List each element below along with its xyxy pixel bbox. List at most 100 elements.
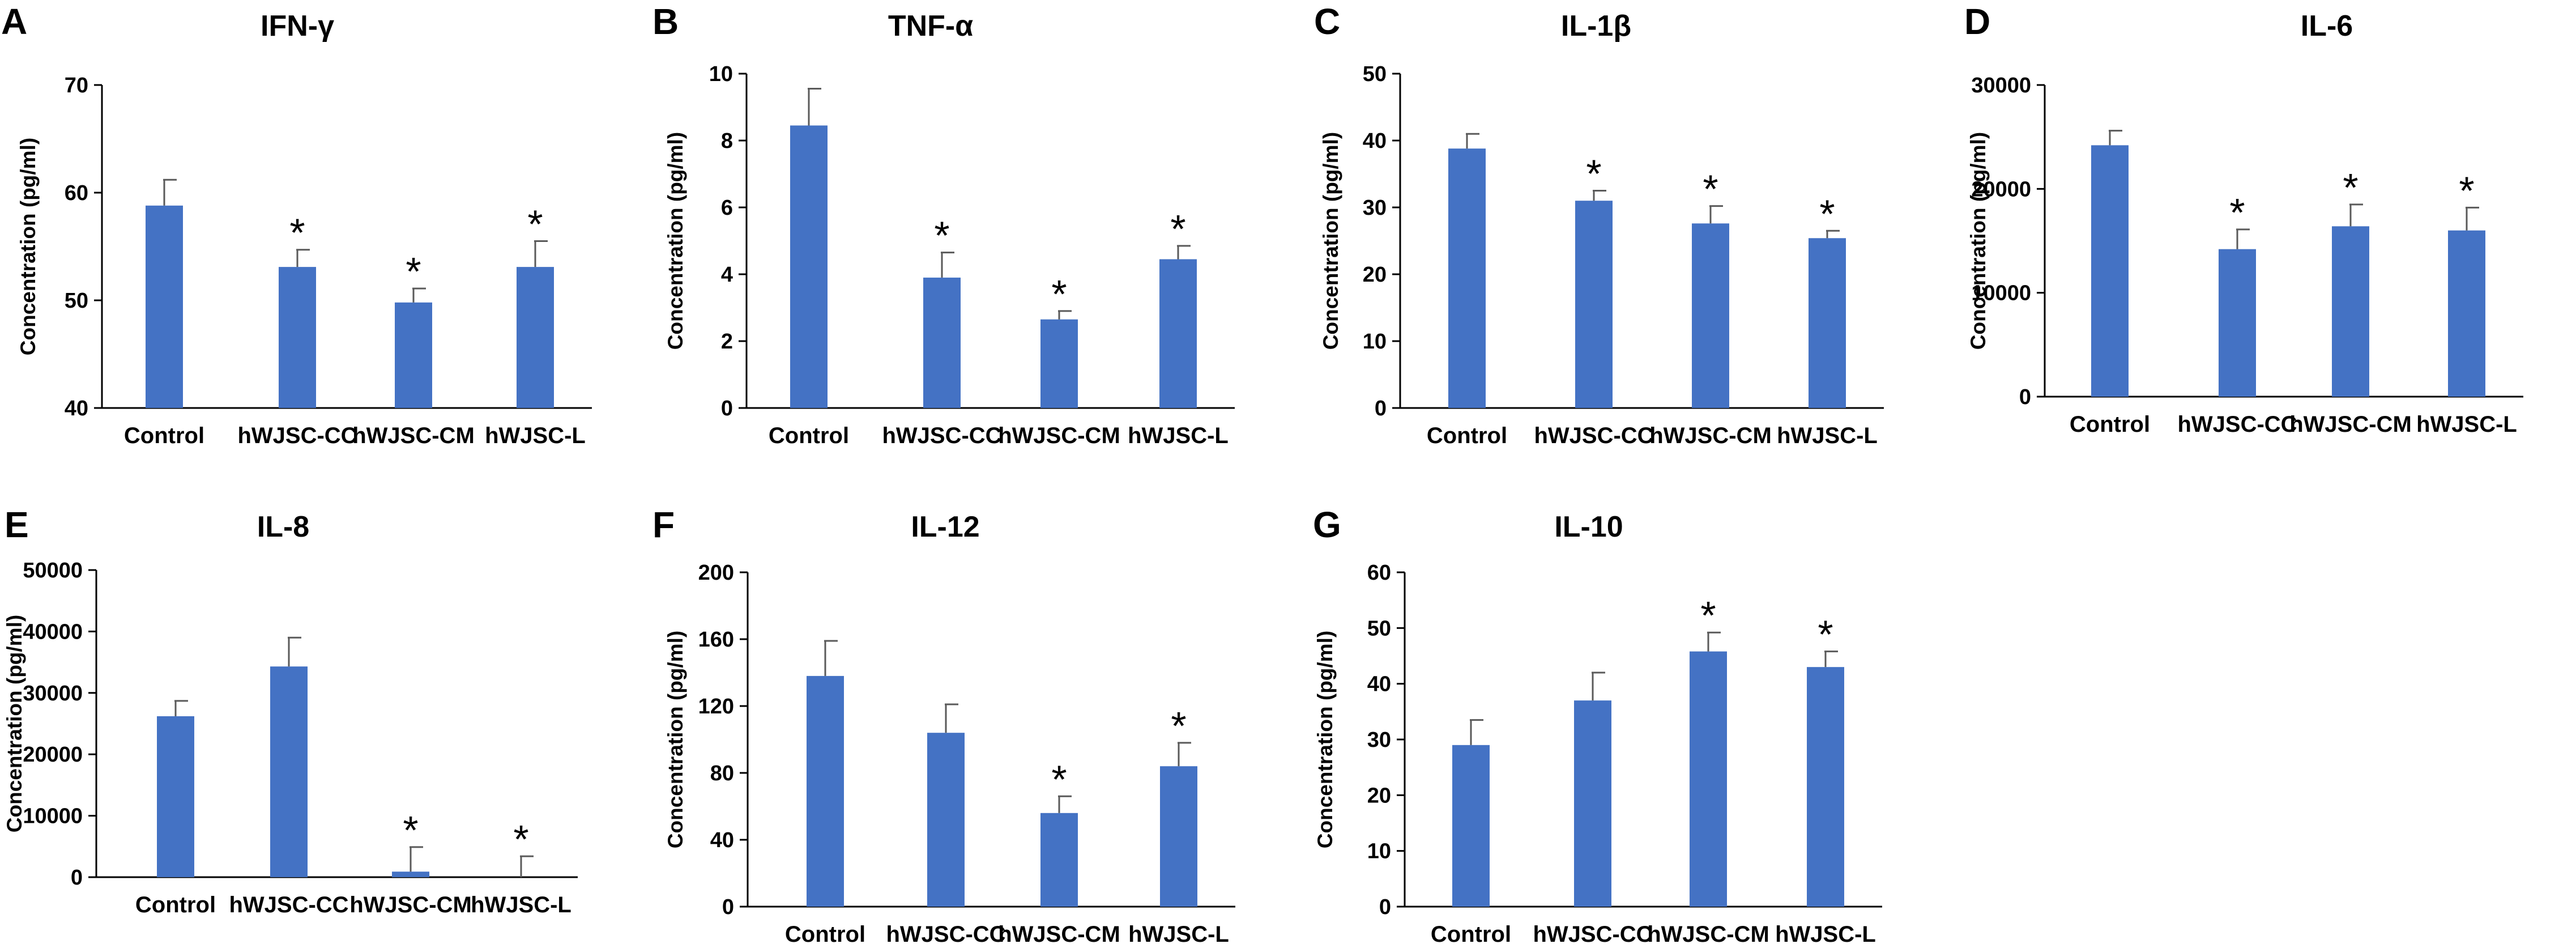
- y-tick-label-d-0: 0: [2019, 385, 2031, 409]
- bar-g-3: [1807, 667, 1844, 907]
- significance-marker-a-2: *: [406, 249, 421, 294]
- bar-c-2: [1692, 223, 1729, 408]
- x-tick-label-b-1: hWJSC-CC: [882, 423, 1001, 448]
- x-tick-label-e-3: hWJSC-L: [471, 892, 572, 917]
- significance-marker-b-1: *: [934, 214, 949, 258]
- significance-marker-e-3: *: [513, 817, 528, 861]
- significance-marker-d-2: *: [2343, 165, 2358, 210]
- significance-marker-c-2: *: [1703, 167, 1718, 211]
- panel-letter-a: A: [1, 1, 27, 42]
- panel-letter-e: E: [5, 504, 29, 545]
- chart-panel-g: G IL-10 Concentration (pg/ml) 0 10 20 30 40 50 60…: [1313, 504, 1882, 947]
- y-tick-label-b-4: 8: [721, 129, 733, 153]
- x-tick-label-c-1: hWJSC-CC: [1534, 423, 1653, 448]
- bar-c-0: [1448, 148, 1486, 408]
- significance-marker-a-1: *: [289, 211, 305, 255]
- panel-letter-b: B: [652, 1, 679, 42]
- y-tick-label-b-0: 0: [721, 397, 733, 420]
- chart-title-b: TNF-α: [888, 10, 973, 42]
- bar-c-1: [1575, 201, 1613, 408]
- x-tick-label-a-3: hWJSC-L: [485, 423, 586, 448]
- y-tick-label-c-1: 10: [1363, 330, 1387, 354]
- chart-panel-c: C IL-1β Concentration (pg/ml) 0 10 20 30 40 50 Co…: [1314, 1, 1884, 448]
- significance-marker-b-2: *: [1051, 272, 1067, 316]
- y-tick-label-g-5: 50: [1367, 617, 1391, 640]
- chart-title-a: IFN-γ: [261, 10, 334, 42]
- y-tick-label-a-0: 40: [65, 397, 88, 420]
- y-tick-label-f-3: 120: [698, 695, 734, 719]
- y-tick-label-b-2: 4: [721, 263, 733, 287]
- bar-g-2: [1690, 651, 1727, 907]
- x-tick-label-c-2: hWJSC-CM: [1649, 423, 1772, 448]
- chart-panel-a: A IFN-γ Concentration (pg/ml) 40 50 60 70 Contr…: [1, 1, 592, 448]
- x-tick-label-a-1: hWJSC-CC: [237, 423, 357, 448]
- y-axis-label-c: Concentration (pg/ml): [1319, 132, 1342, 350]
- bar-b-0: [790, 125, 828, 408]
- x-tick-label-c-0: Control: [1427, 423, 1507, 448]
- chart-title-e: IL-8: [257, 511, 309, 543]
- x-tick-label-a-2: hWJSC-CM: [352, 423, 475, 448]
- significance-marker-g-2: *: [1700, 593, 1716, 637]
- y-tick-label-a-1: 50: [65, 289, 88, 313]
- chart-panel-d: D IL-6 Concentration (pg/ml) 0 10000 20000 300…: [1964, 1, 2523, 437]
- x-tick-label-g-2: hWJSC-CM: [1647, 922, 1769, 947]
- y-tick-label-g-3: 30: [1367, 728, 1391, 752]
- panel-letter-d: D: [1964, 1, 1990, 42]
- bar-a-2: [395, 302, 432, 408]
- bar-b-1: [923, 277, 961, 408]
- x-tick-label-g-1: hWJSC-CC: [1533, 922, 1652, 947]
- x-tick-label-e-2: hWJSC-CM: [349, 892, 472, 917]
- bar-a-3: [517, 267, 554, 408]
- bar-b-3: [1159, 259, 1197, 408]
- y-tick-label-f-4: 160: [698, 628, 734, 652]
- bar-g-1: [1574, 700, 1611, 907]
- x-tick-label-f-1: hWJSC-CC: [886, 922, 1005, 947]
- bar-f-0: [807, 675, 844, 907]
- bar-f-3: [1160, 766, 1197, 907]
- x-tick-label-c-3: hWJSC-L: [1777, 423, 1878, 448]
- significance-marker-d-1: *: [2229, 190, 2245, 235]
- y-tick-label-e-4: 40000: [23, 620, 83, 644]
- x-tick-label-b-3: hWJSC-L: [1128, 423, 1229, 448]
- y-tick-label-e-0: 0: [71, 866, 83, 890]
- x-tick-label-g-3: hWJSC-L: [1775, 922, 1876, 947]
- y-tick-label-e-1: 10000: [23, 805, 83, 828]
- x-tick-label-d-0: Control: [2070, 412, 2150, 437]
- y-tick-label-f-0: 0: [722, 895, 734, 919]
- significance-marker-d-3: *: [2459, 168, 2474, 212]
- y-tick-label-f-5: 200: [698, 561, 734, 585]
- y-tick-label-b-1: 2: [721, 330, 733, 354]
- x-tick-label-e-0: Control: [135, 892, 216, 917]
- y-axis-label-a: Concentration (pg/ml): [16, 138, 40, 355]
- y-tick-label-b-5: 10: [709, 62, 733, 86]
- y-axis-label-d: Concentration (pg/ml): [1967, 132, 1990, 350]
- chart-panel-f: F IL-12 Concentration (pg/ml) 0 40 80 120 160 20…: [652, 504, 1235, 947]
- x-tick-label-f-0: Control: [785, 922, 865, 947]
- x-tick-label-e-1: hWJSC-CC: [229, 892, 348, 917]
- y-tick-label-d-1: 10000: [1971, 282, 2031, 305]
- x-tick-label-g-0: Control: [1431, 922, 1511, 947]
- y-tick-label-e-2: 20000: [23, 743, 83, 767]
- y-tick-label-c-3: 30: [1363, 196, 1387, 220]
- x-tick-label-f-3: hWJSC-L: [1128, 922, 1229, 947]
- y-tick-label-d-3: 30000: [1971, 74, 2031, 97]
- y-tick-label-c-5: 50: [1363, 62, 1387, 86]
- x-tick-label-f-2: hWJSC-CM: [998, 922, 1120, 947]
- significance-marker-c-3: *: [1819, 192, 1835, 236]
- y-tick-label-e-3: 30000: [23, 682, 83, 705]
- x-tick-label-a-0: Control: [124, 423, 204, 448]
- bar-d-3: [2448, 230, 2485, 397]
- y-tick-label-d-2: 20000: [1971, 177, 2031, 201]
- chart-panel-e: E IL-8 Concentration (pg/ml) 0 10000 20000 300…: [3, 504, 578, 917]
- bar-e-2: [392, 872, 429, 877]
- y-tick-label-g-4: 40: [1367, 673, 1391, 696]
- bar-a-1: [279, 267, 316, 408]
- y-tick-label-a-3: 70: [65, 74, 88, 97]
- y-tick-label-c-2: 20: [1363, 263, 1387, 287]
- x-tick-label-d-3: hWJSC-L: [2416, 412, 2517, 437]
- bar-e-1: [270, 666, 308, 877]
- bar-d-1: [2219, 249, 2256, 397]
- significance-marker-a-3: *: [527, 202, 543, 246]
- significance-marker-b-3: *: [1170, 207, 1185, 251]
